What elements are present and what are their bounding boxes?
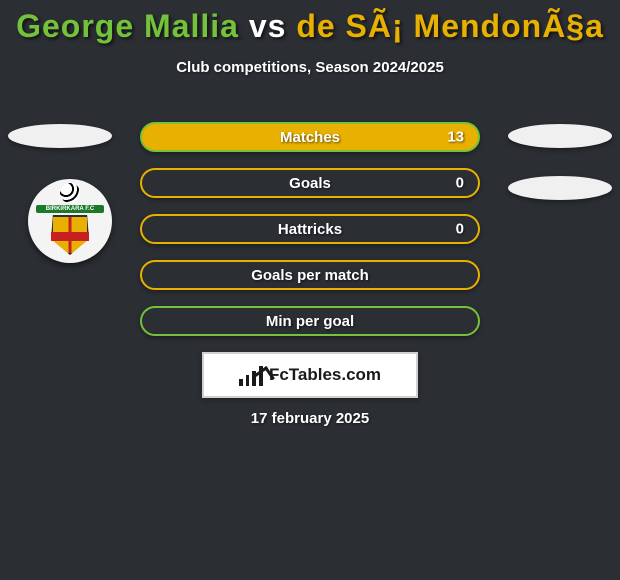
avatar-placeholder-right-1 (508, 124, 612, 148)
avatar-placeholder-left (8, 124, 112, 148)
stats-table: Matches 13 Goals 0 Hattricks 0 Goals per… (140, 122, 480, 352)
stat-row-matches: Matches 13 (140, 122, 480, 152)
avatar-placeholder-right-2 (508, 176, 612, 200)
stat-value-right: 13 (447, 129, 464, 146)
stat-label: Hattricks (278, 221, 342, 238)
stat-row-hattricks: Hattricks 0 (140, 214, 480, 244)
title-vs: vs (239, 8, 296, 44)
club-badge-caption: BIRKIRKARA F.C (36, 205, 103, 213)
stat-row-min-per-goal: Min per goal (140, 306, 480, 336)
page-title: George Mallia vs de SÃ¡ MendonÃ§a (0, 0, 620, 45)
subtitle: Club competitions, Season 2024/2025 (0, 59, 620, 76)
bar-chart-icon (239, 364, 263, 386)
club-badge: BIRKIRKARA F.C (28, 179, 112, 263)
title-player1: George Mallia (16, 8, 239, 44)
soccer-ball-icon (60, 183, 80, 203)
stat-row-goals-per-match: Goals per match (140, 260, 480, 290)
stat-value-right: 0 (456, 221, 464, 238)
stat-label: Goals (289, 175, 331, 192)
stat-label: Matches (280, 129, 340, 146)
watermark-text: FcTables.com (269, 365, 381, 385)
title-player2: de SÃ¡ MendonÃ§a (296, 8, 604, 44)
stat-label: Goals per match (251, 267, 369, 284)
stat-label: Min per goal (266, 313, 354, 330)
stat-value-right: 0 (456, 175, 464, 192)
date-label: 17 february 2025 (0, 410, 620, 427)
watermark: FcTables.com (202, 352, 418, 398)
club-shield-icon (51, 215, 89, 255)
stat-row-goals: Goals 0 (140, 168, 480, 198)
